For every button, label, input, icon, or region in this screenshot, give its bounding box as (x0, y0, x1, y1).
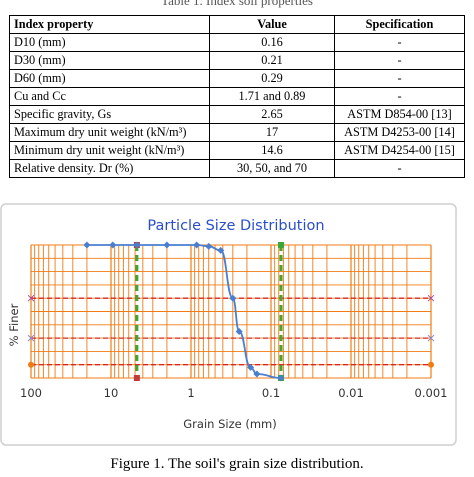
x-tick-label: 0.1 (262, 386, 280, 400)
data-point (235, 327, 243, 335)
data-point (83, 241, 91, 249)
table-row: D30 (mm) 0.21 - (9, 51, 465, 70)
data-point (277, 374, 285, 382)
cell-property: Minimum dry unit weight (kN/m³) (9, 141, 210, 160)
cell-specification: - (334, 87, 465, 106)
cell-specification: - (334, 69, 465, 88)
header-value: Value (209, 15, 335, 34)
x-tick-label: 0.01 (338, 386, 364, 400)
table-row: Relative density. Dr (%) 30, 50, and 70 … (9, 159, 465, 178)
x-axis-label: Grain Size (mm) (183, 417, 276, 431)
table-row: D10 (mm) 0.16 - (9, 33, 465, 52)
cell-value: 2.65 (209, 105, 335, 124)
header-index-property: Index property (9, 15, 210, 34)
data-point (133, 241, 141, 249)
cell-property: Maximum dry unit weight (kN/m³) (9, 123, 210, 142)
cell-specification: ASTM D854-00 [13] (334, 105, 465, 124)
table-row: Minimum dry unit weight (kN/m³) 14.6 AST… (9, 141, 465, 160)
grain-size-chart: Particle Size Distribution 100 10 1 0.1 0.01… (0, 203, 457, 446)
data-point (193, 241, 201, 249)
cell-value: 30, 50, and 70 (209, 159, 335, 178)
cell-property: Cu and Cc (9, 87, 210, 106)
cell-value: 1.71 and 0.89 (209, 87, 335, 106)
data-point (229, 294, 237, 302)
y-axis-label: % Finer (7, 303, 21, 346)
data-point (247, 363, 255, 371)
reference-marker (427, 294, 435, 302)
cell-specification: - (334, 159, 465, 178)
x-tick-label: 100 (20, 386, 42, 400)
cell-property: D60 (mm) (9, 69, 210, 88)
chart-svg: Particle Size Distribution 100 10 1 0.1 0.01… (0, 203, 457, 446)
reference-marker (28, 361, 34, 368)
reference-marker (133, 375, 140, 381)
series-layer (83, 241, 285, 382)
table-header-row: Index property Value Specification (9, 15, 465, 34)
cell-specification: ASTM D4253-00 [14] (334, 123, 465, 142)
data-point (217, 246, 225, 254)
cell-property: D10 (mm) (9, 33, 210, 52)
cell-value: 14.6 (209, 141, 335, 160)
figure-caption: Figure 1. The soil's grain size distribu… (110, 456, 364, 472)
cell-value: 0.29 (209, 69, 335, 88)
x-tick-labels: 100 10 1 0.1 0.01 0.001 (20, 386, 447, 400)
data-point (163, 241, 171, 249)
x-tick-label: 0.001 (415, 386, 448, 400)
reference-marker (428, 361, 434, 368)
cell-value: 0.16 (209, 33, 335, 52)
cell-property: Relative density. Dr (%) (9, 159, 210, 178)
data-point (109, 241, 117, 249)
table-row: Cu and Cc 1.71 and 0.89 - (9, 87, 465, 106)
cell-value: 0.21 (209, 51, 335, 70)
reference-marker (427, 334, 435, 342)
data-point (205, 242, 213, 250)
reference-marker (27, 334, 35, 342)
table-row: Maximum dry unit weight (kN/m³) 17 ASTM … (9, 123, 465, 142)
cell-specification: - (334, 51, 465, 70)
cell-property: D30 (mm) (9, 51, 210, 70)
cell-value: 17 (209, 123, 335, 142)
cell-property: Specific gravity, Gs (9, 105, 210, 124)
table-row: Specific gravity, Gs 2.65 ASTM D854-00 [… (9, 105, 465, 124)
header-specification: Specification (334, 15, 465, 34)
index-properties-table: Index property Value Specification D10 (… (9, 15, 465, 178)
table-row: D60 (mm) 0.29 - (9, 69, 465, 88)
cell-specification: ASTM D4254-00 [15] (334, 141, 465, 160)
reference-marker (27, 294, 35, 302)
table-caption: Table 1. Index soil properties (161, 0, 313, 8)
chart-title: Particle Size Distribution (147, 218, 324, 234)
x-tick-label: 1 (187, 386, 194, 400)
reference-marker (277, 242, 284, 248)
x-tick-label: 10 (104, 386, 119, 400)
cell-specification: - (334, 33, 465, 52)
data-point (253, 370, 261, 378)
